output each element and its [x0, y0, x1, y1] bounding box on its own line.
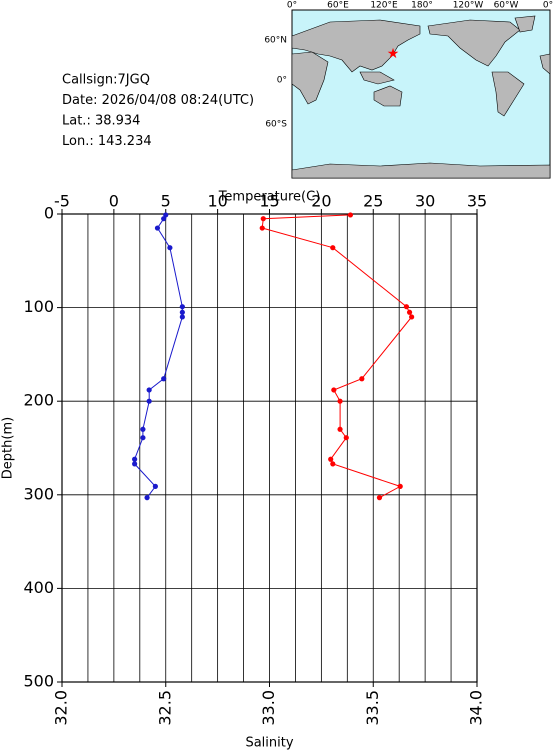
greenland — [514, 15, 536, 33]
info-line: Date: 2026/04/08 08:24(UTC) — [62, 93, 254, 108]
info-line: Lat.: 38.934 — [62, 114, 140, 129]
x2-tick-label: 25 — [363, 192, 383, 211]
profile-point — [260, 216, 266, 222]
profile-point — [140, 426, 146, 432]
y-tick-label: 500 — [23, 672, 54, 691]
profile-line — [261, 214, 413, 499]
map-lon-label: 180° — [411, 1, 433, 11]
north-america — [427, 19, 521, 67]
profile-point — [152, 483, 158, 489]
x2-tick-label: 10 — [207, 192, 227, 211]
profile-point — [140, 435, 146, 441]
x-tick-label: 34.0 — [467, 690, 486, 726]
map-lon-label: 60°W — [494, 1, 519, 11]
y-tick-label: 100 — [23, 297, 54, 316]
profile-point — [179, 304, 185, 310]
profile-point — [403, 304, 410, 310]
x-tick-label: 32.5 — [155, 690, 174, 726]
profile-point — [144, 495, 150, 501]
profile-point — [376, 495, 383, 501]
map-lat-label: 0° — [277, 76, 287, 86]
profile-point — [330, 461, 336, 467]
antarctica — [291, 162, 551, 179]
world-map: ★ — [291, 9, 551, 179]
southeast-asia — [359, 71, 395, 85]
info-line: Callsign:7JGQ — [62, 73, 150, 88]
x-tick-label: 32.0 — [52, 690, 71, 726]
profile-point — [161, 216, 167, 222]
x2-tick-label: 0 — [109, 192, 119, 211]
profile-point — [146, 398, 152, 404]
profile-point — [331, 387, 337, 393]
profile-point — [337, 398, 343, 404]
map-lon-label: 120°E — [370, 1, 398, 11]
profile-point — [132, 461, 138, 467]
profile-point — [397, 483, 403, 489]
profile-point — [167, 245, 173, 251]
profile-point — [337, 426, 343, 432]
x2-tick-label: 35 — [467, 192, 487, 211]
map-lat-label: 60°S — [265, 120, 287, 130]
africa-west — [539, 53, 551, 75]
map-lon-label: 60°E — [327, 1, 349, 11]
profile-point — [343, 435, 349, 441]
map-lon-label: 0° — [543, 1, 553, 11]
profile-point — [347, 212, 354, 218]
x2-axis-title: Temperature(C) — [218, 190, 321, 205]
x2-tick-label: 5 — [161, 192, 171, 211]
x-tick-label: 33.5 — [363, 690, 382, 726]
profile-point — [132, 456, 138, 462]
station-marker: ★ — [387, 46, 400, 62]
y-tick-label: 0 — [44, 204, 54, 223]
profile-point — [359, 376, 365, 382]
profile-line — [134, 214, 183, 498]
x-axis-title: Salinity — [245, 736, 293, 751]
y-axis-title: Depth(m) — [1, 417, 16, 479]
africa — [291, 51, 329, 105]
y-tick-label: 400 — [23, 578, 54, 597]
map-lon-label: 120°W — [453, 1, 484, 11]
x-tick-label: 33.0 — [259, 690, 278, 726]
info-line: Lon.: 143.234 — [62, 134, 152, 149]
map-lat-label: 60°N — [264, 36, 287, 46]
profile-point — [179, 309, 185, 315]
profile-point — [409, 314, 415, 320]
profile-point — [179, 314, 185, 320]
profile-point — [161, 376, 167, 382]
south-america — [491, 71, 525, 117]
y-tick-label: 200 — [23, 391, 54, 410]
map-lon-label: 0° — [287, 1, 297, 11]
y-tick-label: 300 — [23, 484, 54, 503]
profile-point — [406, 309, 413, 315]
x2-tick-label: -5 — [54, 192, 70, 211]
australia — [373, 85, 403, 107]
x2-tick-label: 30 — [415, 192, 435, 211]
profile-point — [154, 225, 161, 231]
eurasia — [291, 19, 421, 73]
profile-point — [330, 245, 336, 251]
profile-point — [259, 225, 265, 231]
x2-tick-label: 15 — [259, 192, 279, 211]
x2-tick-label: 20 — [311, 192, 331, 211]
profile-point — [146, 387, 152, 393]
profile-point — [328, 456, 334, 462]
